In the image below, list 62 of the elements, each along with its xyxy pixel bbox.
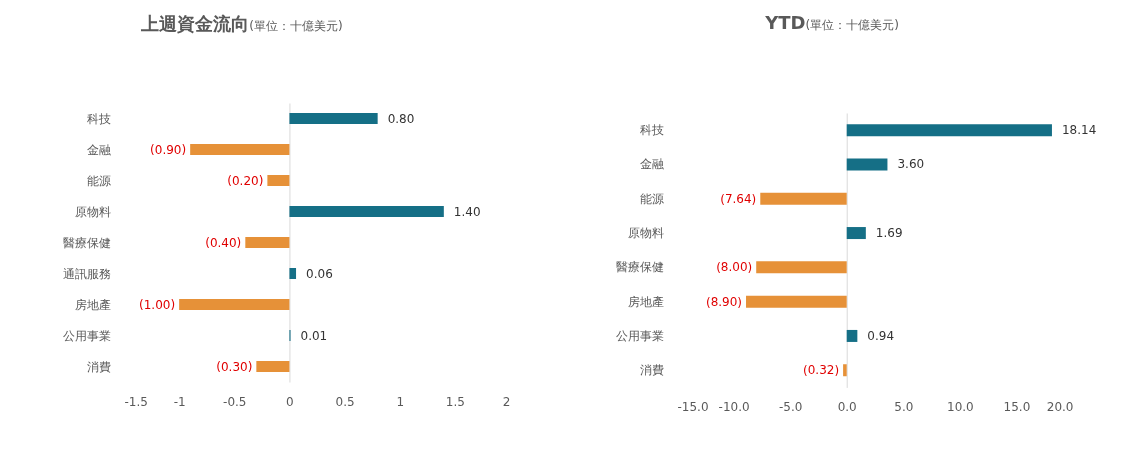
bar [289,206,444,217]
y-tick-label: 消費 [86,359,111,374]
y-tick-label: 能源 [86,173,111,188]
x-tick-label: -1.5 [124,394,148,409]
bar [289,113,378,124]
data-label: (1.00) [139,297,176,312]
y-tick-label: 金融 [639,157,664,172]
data-label: 0.80 [387,111,415,126]
x-tick-label: 2 [502,394,511,409]
bar [256,361,290,372]
y-tick-label: 能源 [639,191,664,206]
data-label: (8.00) [716,260,753,275]
x-tick-label: -5.0 [778,399,803,414]
x-tick-label: 0.0 [837,399,857,414]
y-tick-label: 房地產 [627,294,664,309]
data-label: 0.06 [306,266,333,281]
x-tick-label: -0.5 [223,394,247,409]
bar [179,299,290,310]
x-tick-label: 0 [286,394,294,409]
x-tick-label: 10.0 [947,399,974,414]
data-label: 18.14 [1061,123,1097,138]
data-label: (0.90) [150,142,187,157]
y-tick-label: 科技 [639,123,664,138]
chart-title: YTD [765,12,806,33]
x-tick-label: 1.5 [445,394,465,409]
y-tick-label: 公用事業 [615,328,664,343]
x-tick-label: -10.0 [718,399,750,414]
x-tick-label: 15.0 [1003,399,1031,414]
bar [190,144,290,155]
data-label: (8.90) [705,294,743,309]
y-tick-label: 原物料 [74,204,111,219]
x-tick-label: 0.5 [335,394,355,409]
data-label: (0.32) [803,363,840,378]
x-tick-label: 20.0 [1046,399,1074,414]
data-label: 3.60 [897,157,925,172]
y-tick-label: 公用事業 [62,328,111,343]
bar [267,175,290,186]
data-label: 0.94 [867,328,895,343]
data-label: (7.64) [720,191,757,206]
x-tick-label: 5.0 [894,399,914,414]
y-tick-label: 金融 [86,142,111,157]
data-label: 1.69 [875,226,903,241]
chart-subtitle: (單位：十億美元) [805,18,899,32]
y-tick-label: 科技 [86,111,111,126]
data-label: 1.40 [453,204,481,219]
y-tick-label: 消費 [639,363,664,378]
chart-title: 上週資金流向 [141,13,250,34]
data-label: (0.30) [216,359,253,374]
data-label: (0.20) [227,173,264,188]
y-tick-label: 醫療保健 [62,235,111,250]
y-tick-label: 通訊服務 [62,266,111,281]
bar [245,237,290,248]
x-tick-label: 1 [396,394,405,409]
y-tick-label: 醫療保健 [615,260,664,275]
y-tick-label: 房地產 [74,297,111,312]
chart-subtitle: (單位：十億美元) [249,19,343,33]
x-tick-label: -15.0 [677,399,709,414]
data-label: 0.01 [300,328,328,343]
x-tick-label: -1 [173,394,186,409]
bar [289,268,297,279]
data-label: (0.40) [205,235,242,250]
y-tick-label: 原物料 [627,226,664,241]
